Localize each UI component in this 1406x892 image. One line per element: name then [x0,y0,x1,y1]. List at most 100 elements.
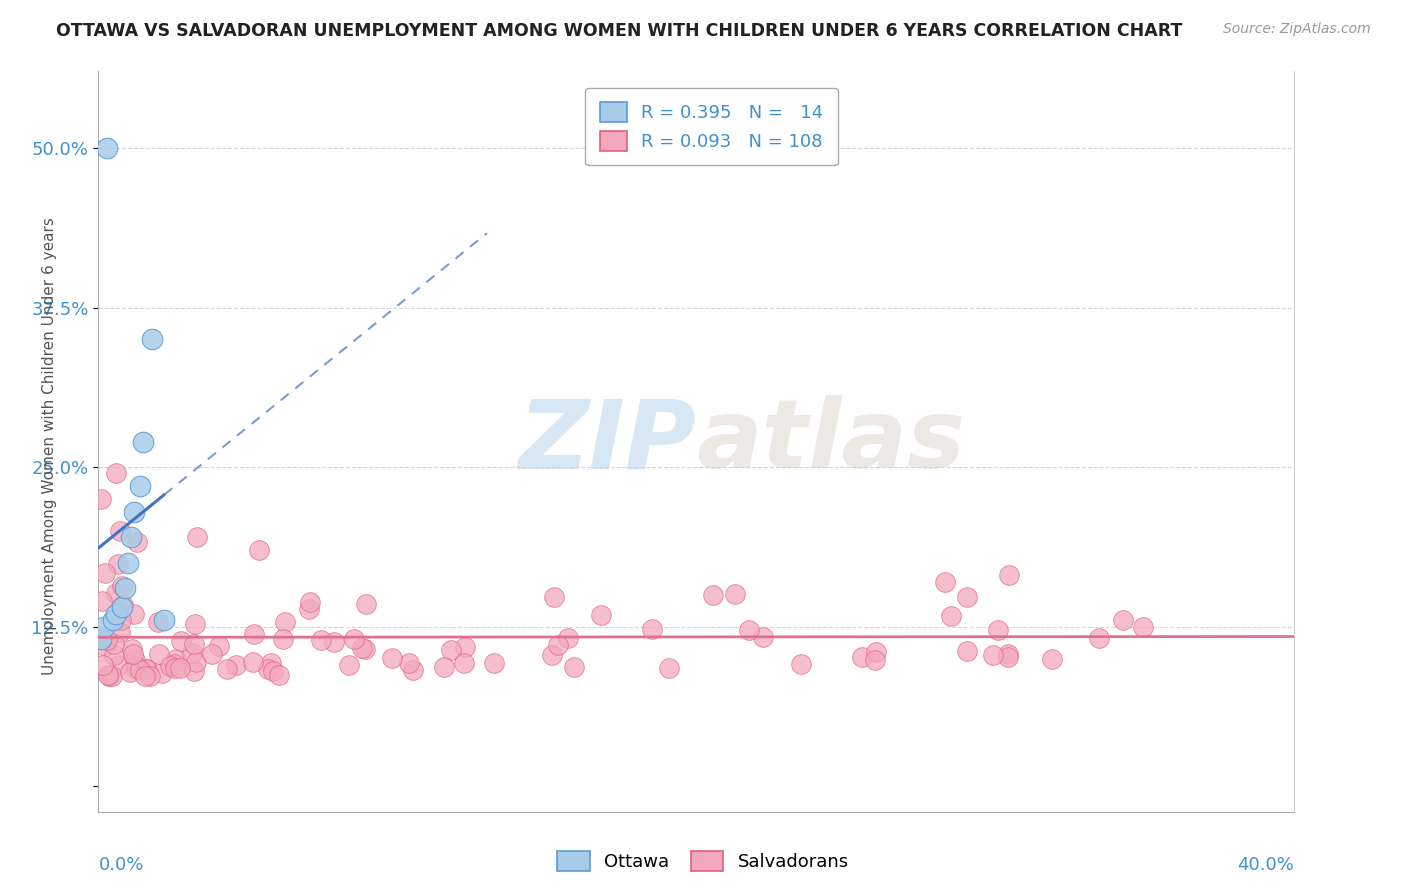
Point [547,638,569,652]
Point [298,602,321,616]
Point [997,647,1019,661]
Point [98,669,121,683]
Point [562,660,585,674]
Point [323,635,346,649]
Point [956,643,979,657]
Point [339,657,361,672]
Point [851,649,873,664]
Point [150,665,173,680]
Point [557,631,579,645]
Point [274,615,297,629]
Point [183,617,205,632]
Point [1088,631,1111,645]
Point [343,632,366,646]
Text: Source: ZipAtlas.com: Source: ZipAtlas.com [1223,22,1371,37]
Point [352,640,374,655]
Point [108,624,131,639]
Text: OTTAWA VS SALVADORAN UNEMPLOYMENT AMONG WOMEN WITH CHILDREN UNDER 6 YEARS CORREL: OTTAWA VS SALVADORAN UNEMPLOYMENT AMONG … [56,22,1182,40]
Point [163,657,186,671]
Point [540,648,562,662]
Point [183,664,205,678]
Point [433,660,456,674]
Point [262,665,284,679]
Point [148,648,170,662]
Point [225,657,247,672]
Point [381,651,404,665]
Point [641,622,664,636]
Point [217,662,239,676]
Point [1111,613,1133,627]
Point [153,613,176,627]
Point [159,659,181,673]
Point [257,662,280,676]
Point [112,598,135,612]
Point [108,524,131,538]
Point [752,630,775,644]
Point [987,624,1010,638]
Point [110,613,132,627]
Text: 40.0%: 40.0% [1237,856,1294,874]
Point [96,633,118,648]
Point [724,587,747,601]
Point [105,607,128,621]
Point [117,556,139,570]
Point [127,534,149,549]
Point [108,658,131,673]
Point [90,491,112,506]
Point [169,661,191,675]
Point [105,467,128,481]
Point [165,660,187,674]
Point [242,655,264,669]
Point [93,620,115,634]
Point [105,585,128,599]
Point [107,557,129,571]
Point [186,655,208,669]
Point [981,648,1004,662]
Point [97,667,120,681]
Point [135,662,157,676]
Point [146,615,169,630]
Point [124,653,146,667]
Point [183,637,205,651]
Point [103,613,125,627]
Point [120,530,142,544]
Point [738,623,761,637]
Point [997,650,1019,665]
Point [1132,620,1154,634]
Text: 0.0%: 0.0% [98,856,143,874]
Point [591,608,613,623]
Text: Unemployment Among Women with Children Under 6 years: Unemployment Among Women with Children U… [42,217,56,675]
Point [790,657,813,671]
Point [128,664,150,678]
Point [354,641,377,656]
Point [93,632,115,646]
Point [955,590,977,604]
Point [934,574,956,589]
Legend: Ottawa, Salvadorans: Ottawa, Salvadorans [550,844,856,879]
Point [94,566,117,580]
Point [243,626,266,640]
Point [208,639,231,653]
Point [1040,651,1063,665]
Point [186,530,208,544]
Point [132,434,155,449]
Point [125,659,148,673]
Point [201,648,224,662]
Point [121,641,143,656]
Point [165,651,187,665]
Point [122,647,145,661]
Text: ZIP: ZIP [517,395,696,488]
Point [134,669,156,683]
Point [543,590,565,604]
Point [398,657,420,671]
Point [260,657,283,671]
Point [111,600,134,615]
Point [170,633,193,648]
Point [247,543,270,558]
Point [998,568,1021,582]
Point [440,643,463,657]
Point [91,594,114,608]
Point [139,668,162,682]
Point [118,665,141,680]
Point [90,632,112,647]
